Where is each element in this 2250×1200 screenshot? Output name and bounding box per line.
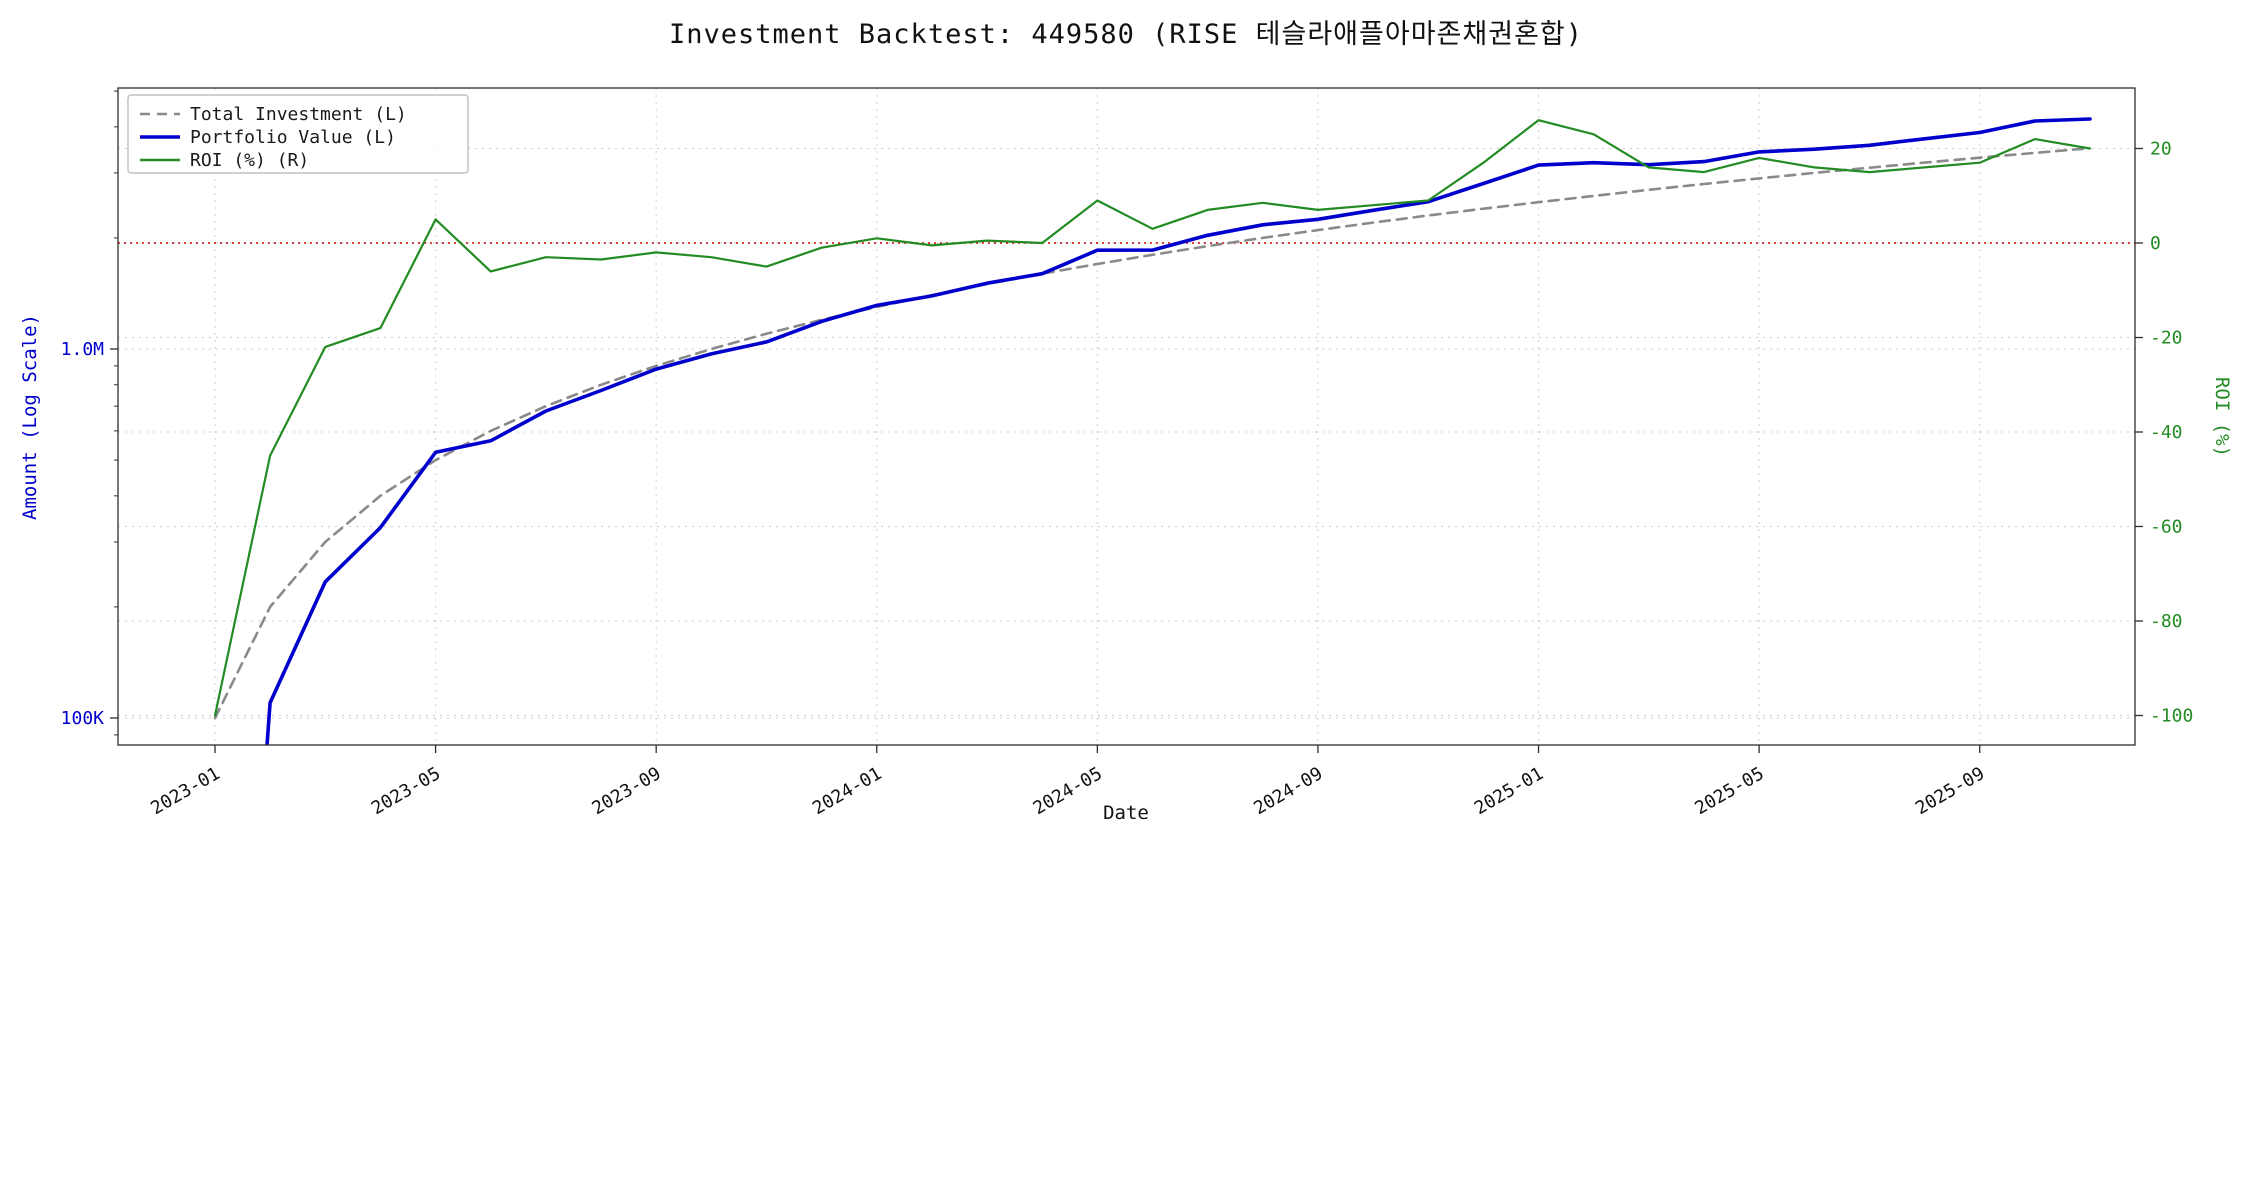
svg-text:-40: -40 bbox=[2150, 422, 2183, 443]
svg-text:-60: -60 bbox=[2150, 517, 2183, 538]
svg-text:-80: -80 bbox=[2150, 611, 2183, 632]
left-axis-ticks: 100K 1.0M bbox=[61, 90, 118, 736]
svg-text:100K: 100K bbox=[61, 708, 105, 729]
legend-label-portfolio-value-l: Portfolio Value (L) bbox=[190, 127, 396, 148]
svg-text:1.0M: 1.0M bbox=[61, 339, 105, 360]
svg-text:2025-01: 2025-01 bbox=[1471, 763, 1547, 819]
svg-text:2023-09: 2023-09 bbox=[588, 763, 664, 819]
grid bbox=[118, 88, 2135, 745]
chart-title: Investment Backtest: 449580 (RISE 테슬라애플아… bbox=[668, 19, 1584, 50]
x-axis-label: Date bbox=[1103, 802, 1149, 824]
svg-text:2024-01: 2024-01 bbox=[809, 763, 885, 819]
svg-text:2025-09: 2025-09 bbox=[1912, 763, 1988, 819]
legend: Total Investment (L)Portfolio Value (L)R… bbox=[127, 94, 469, 174]
svg-text:20: 20 bbox=[2150, 139, 2172, 160]
svg-text:0: 0 bbox=[2150, 233, 2161, 254]
series-roi-r-line bbox=[213, 119, 2092, 717]
svg-text:2023-01: 2023-01 bbox=[147, 763, 223, 819]
right-axis-ticks: 20 0 -20 -40 -60 -80 -100 bbox=[2135, 139, 2193, 727]
svg-text:2025-05: 2025-05 bbox=[1691, 763, 1767, 819]
legend-label-total-investment-l: Total Investment (L) bbox=[190, 104, 407, 125]
plot-border bbox=[117, 87, 2136, 746]
x-axis-ticks: 2023-01 2023-05 2023-09 2024-01 2024-05 2024-… bbox=[147, 745, 1988, 819]
svg-text:-20: -20 bbox=[2150, 328, 2183, 349]
svg-text:-100: -100 bbox=[2150, 706, 2193, 727]
series-total-investment-l-line bbox=[213, 146, 2092, 720]
svg-text:2024-09: 2024-09 bbox=[1250, 763, 1326, 819]
svg-text:2023-05: 2023-05 bbox=[368, 763, 444, 819]
series-portfolio-value-l-line bbox=[265, 117, 2092, 745]
svg-text:2024-05: 2024-05 bbox=[1030, 763, 1106, 819]
legend-label-roi-r: ROI (%) (R) bbox=[190, 150, 309, 171]
